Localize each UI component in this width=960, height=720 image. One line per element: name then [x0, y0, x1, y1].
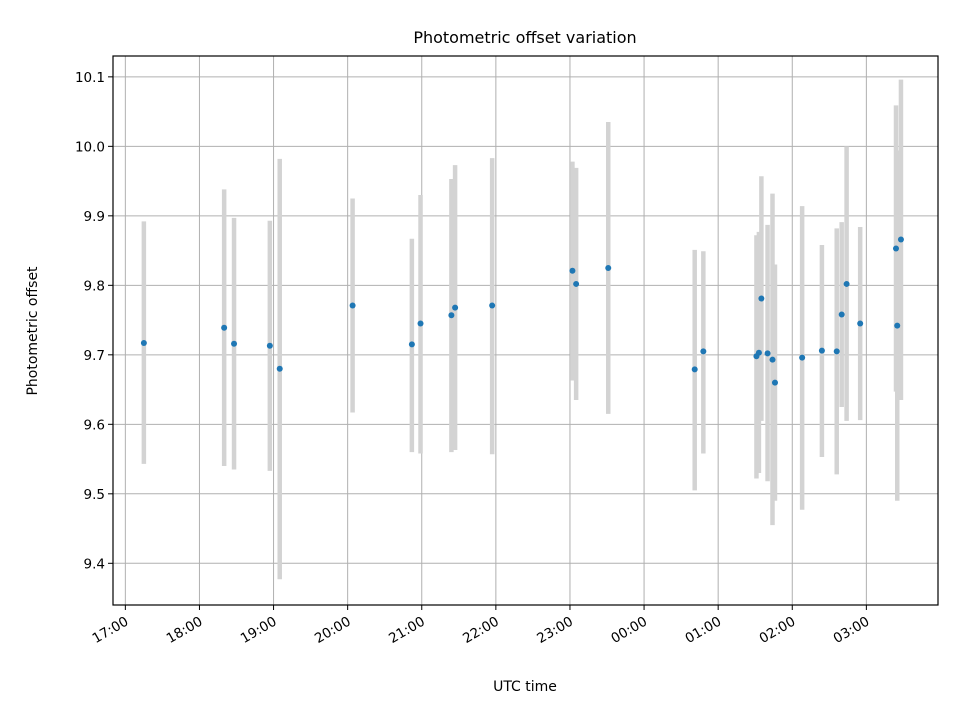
data-point [818, 347, 825, 354]
data-point [843, 280, 850, 287]
data-point [769, 356, 776, 363]
data-point [221, 324, 228, 331]
x-axis: 17:00 18:00 19:00 20:00 21:00 22:00 23:00 00:00… [90, 605, 873, 647]
data-point [833, 348, 840, 355]
data-point [266, 342, 273, 349]
errorbars [141, 79, 904, 580]
data-point [417, 320, 424, 327]
data-point [700, 348, 707, 355]
plot-frame [112, 55, 939, 606]
y-tick-label: 9.8 [84, 278, 105, 294]
x-tick-label: 01:00 [682, 614, 724, 647]
data-point [276, 365, 283, 372]
data-point [755, 349, 762, 356]
data-point [231, 340, 238, 347]
x-tick-label: 17:00 [90, 614, 132, 647]
data-point [897, 236, 904, 243]
data-point [771, 379, 778, 386]
data-point [893, 245, 900, 252]
x-tick-label: 03:00 [831, 614, 873, 647]
y-tick-label: 10.1 [75, 70, 105, 86]
chart-title: Photometric offset variation [413, 28, 636, 47]
x-tick-label: 02:00 [757, 614, 799, 647]
y-axis-label: Photometric offset [25, 266, 41, 396]
x-tick-label: 20:00 [312, 614, 354, 647]
x-tick-label: 23:00 [534, 614, 576, 647]
data-point [569, 267, 576, 274]
data-point [140, 340, 147, 347]
data-point [448, 312, 455, 319]
data-point [489, 302, 496, 309]
data-point [691, 366, 698, 373]
y-tick-label: 9.6 [84, 417, 105, 433]
x-tick-label: 18:00 [164, 614, 206, 647]
data-point [573, 280, 580, 287]
data-point [764, 350, 771, 357]
grid [113, 56, 938, 605]
y-tick-label: 9.5 [84, 487, 105, 503]
data-points [140, 236, 904, 386]
data-point [452, 304, 459, 311]
data-point [408, 341, 415, 348]
x-axis-label: UTC time [493, 679, 557, 695]
data-point [894, 322, 901, 329]
data-point [605, 264, 612, 271]
y-tick-label: 9.4 [84, 556, 105, 572]
data-point [838, 311, 845, 318]
data-point [349, 302, 356, 309]
y-tick-label: 9.7 [84, 348, 105, 364]
y-tick-label: 9.9 [84, 209, 105, 225]
y-axis: 9.4 9.5 9.6 9.7 9.8 9.9 10.0 10.1 [75, 70, 113, 572]
x-tick-label: 21:00 [386, 614, 428, 647]
y-tick-label: 10.0 [75, 139, 105, 155]
data-point [758, 295, 765, 302]
x-tick-label: 19:00 [238, 614, 280, 647]
x-tick-label: 22:00 [460, 614, 502, 647]
x-tick-label: 00:00 [608, 614, 650, 647]
data-point [799, 354, 806, 361]
data-point [857, 320, 864, 327]
